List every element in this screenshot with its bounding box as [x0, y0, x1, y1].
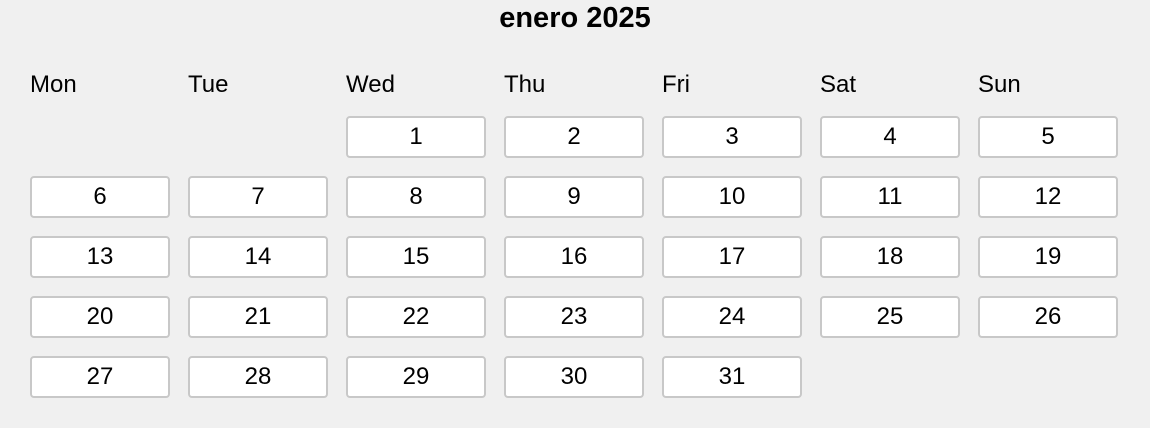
day-button-31[interactable]: 31: [662, 356, 802, 398]
day-button-9[interactable]: 9: [504, 176, 644, 218]
day-button-25[interactable]: 25: [820, 296, 960, 338]
weekday-label-sun: Sun: [978, 71, 1021, 98]
day-button-20[interactable]: 20: [30, 296, 170, 338]
day-button-18[interactable]: 18: [820, 236, 960, 278]
day-button-30[interactable]: 30: [504, 356, 644, 398]
day-button-17[interactable]: 17: [662, 236, 802, 278]
day-button-8[interactable]: 8: [346, 176, 486, 218]
day-button-24[interactable]: 24: [662, 296, 802, 338]
day-button-19[interactable]: 19: [978, 236, 1118, 278]
day-button-6[interactable]: 6: [30, 176, 170, 218]
weekday-label-fri: Fri: [662, 71, 690, 98]
day-button-29[interactable]: 29: [346, 356, 486, 398]
weekday-label-mon: Mon: [30, 71, 77, 98]
day-button-27[interactable]: 27: [30, 356, 170, 398]
day-button-21[interactable]: 21: [188, 296, 328, 338]
day-grid: 1 2 3 4 5 6 7 8 9 10 11 12 13 14 15 16 17 18 19 20 21 22 23 24 2…: [30, 116, 1130, 406]
day-button-13[interactable]: 13: [30, 236, 170, 278]
weekday-label-thu: Thu: [504, 71, 546, 98]
day-button-12[interactable]: 12: [978, 176, 1118, 218]
weekday-header-row: Mon Tue Wed Thu Fri Sat Sun: [30, 70, 1130, 100]
day-button-3[interactable]: 3: [662, 116, 802, 158]
weekday-label-sat: Sat: [820, 71, 857, 98]
month-title: enero 2025: [499, 2, 651, 34]
day-button-10[interactable]: 10: [662, 176, 802, 218]
day-button-4[interactable]: 4: [820, 116, 960, 158]
day-button-2[interactable]: 2: [504, 116, 644, 158]
weekday-label-tue: Tue: [188, 71, 229, 98]
day-button-26[interactable]: 26: [978, 296, 1118, 338]
day-button-23[interactable]: 23: [504, 296, 644, 338]
day-button-5[interactable]: 5: [978, 116, 1118, 158]
day-button-28[interactable]: 28: [188, 356, 328, 398]
day-button-7[interactable]: 7: [188, 176, 328, 218]
day-button-14[interactable]: 14: [188, 236, 328, 278]
weekday-label-wed: Wed: [346, 71, 395, 98]
day-button-15[interactable]: 15: [346, 236, 486, 278]
day-button-11[interactable]: 11: [820, 176, 960, 218]
day-button-16[interactable]: 16: [504, 236, 644, 278]
day-button-22[interactable]: 22: [346, 296, 486, 338]
day-button-1[interactable]: 1: [346, 116, 486, 158]
